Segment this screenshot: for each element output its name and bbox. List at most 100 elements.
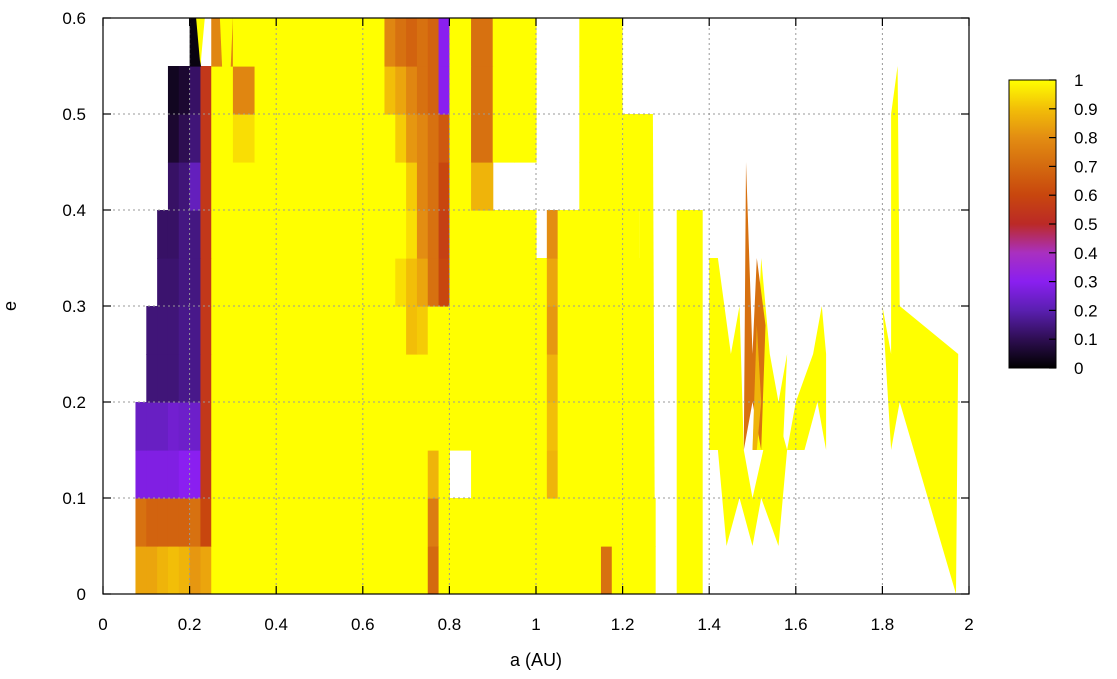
x-tick-label: 1.6 (784, 615, 808, 634)
heatmap-cell (471, 498, 494, 547)
colorbar-tick-label: 0.1 (1074, 330, 1098, 349)
heatmap-cell (492, 306, 515, 355)
heatmap-cell (514, 258, 537, 307)
heatmap-cell (449, 546, 472, 594)
heatmap-cell (611, 498, 624, 547)
heatmap-cell (276, 114, 299, 163)
heatmap-cell (590, 114, 602, 163)
heatmap-cell (189, 66, 202, 115)
heatmap-cell (600, 306, 613, 355)
heatmap-cell (416, 498, 429, 547)
heatmap-cell (200, 498, 212, 547)
heatmap-cell (178, 114, 191, 163)
heatmap-cell (514, 306, 537, 355)
heatmap-region (787, 306, 827, 450)
heatmap-cell (449, 402, 472, 451)
heatmap-cell (200, 402, 212, 451)
heatmap-cell (189, 306, 202, 355)
heatmap-cell (200, 210, 212, 259)
heatmap-cell (319, 114, 342, 163)
heatmap-cell (622, 450, 635, 499)
heatmap-cell (200, 354, 212, 403)
heatmap-cell (406, 162, 418, 211)
heatmap-cell (276, 306, 299, 355)
heatmap-cell (395, 306, 407, 355)
heatmap-cell (600, 546, 613, 594)
x-tick-label: 1 (531, 615, 540, 634)
heatmap-cell (438, 354, 450, 403)
heatmap-cell (178, 354, 191, 403)
heatmap-cell (178, 66, 191, 115)
heatmap-cell (254, 66, 277, 115)
heatmap-cell (211, 114, 234, 163)
heatmap-cell (135, 546, 147, 594)
heatmap-cell (341, 450, 364, 499)
heatmap-cell (211, 162, 234, 211)
heatmap-cell (146, 498, 158, 547)
heatmap-cell (362, 498, 386, 547)
heatmap-cell (611, 210, 624, 259)
heatmap-cell (416, 18, 429, 67)
heatmap-cell (395, 18, 407, 67)
heatmap-cell (622, 306, 635, 355)
heatmap-cell (590, 210, 602, 259)
heatmap-cell (590, 546, 602, 594)
heatmap-cell (611, 258, 624, 307)
heatmap-cell (189, 546, 202, 594)
x-tick-label: 0.8 (438, 615, 462, 634)
heatmap-cell (406, 498, 418, 547)
heatmap-region (196, 18, 205, 66)
heatmap-cell (319, 210, 342, 259)
heatmap-cell (319, 258, 342, 307)
heatmap-cell (406, 306, 418, 355)
heatmap-cell (167, 66, 180, 115)
heatmap-cell (297, 402, 321, 451)
colorbar-tick-label: 0.8 (1074, 129, 1098, 148)
heatmap-cell (384, 498, 396, 547)
colorbar-tick-label: 0.6 (1074, 186, 1098, 205)
heatmap-cell (167, 354, 180, 403)
heatmap-cell (471, 354, 494, 403)
heatmap-cell (449, 162, 472, 211)
heatmap-cell (395, 66, 407, 115)
heatmap-cell (471, 162, 494, 211)
heatmap-cell (449, 498, 472, 547)
heatmap-cell (416, 66, 429, 115)
heatmap-cell (319, 66, 342, 115)
heatmap-cell (471, 402, 494, 451)
heatmap-region (429, 402, 441, 450)
heatmap-cell (178, 402, 191, 451)
heatmap-cell (492, 354, 515, 403)
heatmap-cell (633, 450, 645, 499)
heatmap-cell (157, 450, 169, 499)
heatmap-cell (633, 546, 645, 594)
heatmap-cell (157, 210, 169, 259)
heatmap-cell (189, 258, 202, 307)
heatmap-cell (146, 546, 158, 594)
heatmap-cell (276, 162, 299, 211)
heatmap-cell (319, 162, 342, 211)
heatmap-cell (189, 114, 202, 163)
colorbar-ticks: 0 0.1 0.2 0.3 0.4 0.5 0.6 0.7 0.8 0.9 1 (1049, 71, 1098, 378)
heatmap-cell (416, 162, 429, 211)
heatmap-cell (276, 210, 299, 259)
heatmap-cell (579, 210, 591, 259)
heatmap-cell (395, 258, 407, 307)
y-axis-label: e (0, 301, 20, 311)
heatmap-cell (590, 162, 602, 211)
heatmap-cell (406, 450, 418, 499)
heatmap-cell (384, 258, 396, 307)
heatmap-cell (471, 18, 494, 67)
heatmap-cell (416, 210, 429, 259)
heatmap-cell (427, 210, 440, 259)
heatmap-cell (276, 498, 299, 547)
heatmap-cell (211, 498, 234, 547)
heatmap-cell (492, 258, 515, 307)
heatmap-cell (471, 546, 494, 594)
heatmap-cell (232, 162, 256, 211)
heatmap-cell (341, 162, 364, 211)
heatmap-cell (384, 18, 396, 67)
heatmap-region (319, 18, 339, 95)
heatmap-cell (211, 258, 234, 307)
heatmap-cell (319, 450, 342, 499)
